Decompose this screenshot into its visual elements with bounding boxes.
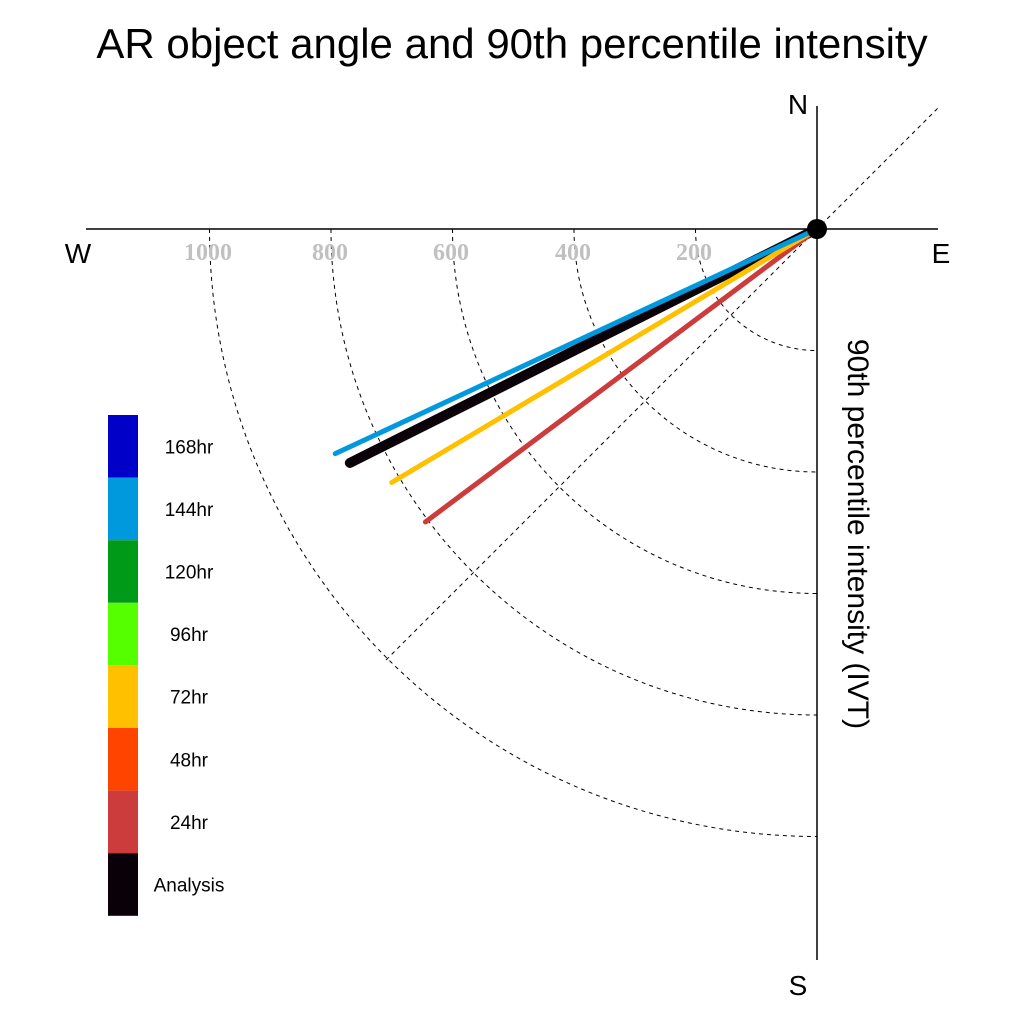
chart-title: AR object angle and 90th percentile inte… [96,20,927,67]
legend-swatch-96hr [108,602,138,666]
y-axis-label: 90th percentile intensity (IVT) [841,339,874,729]
legend-label-96hr: 96hr [170,625,209,646]
vector-24hr [422,226,820,525]
ring-label-600: 600 [433,240,469,266]
vector-144hr [332,226,820,457]
ring-labels: 1000 800 600 400 200 [184,240,712,266]
ring-label-400: 400 [555,240,591,266]
ring-label-800: 800 [312,240,348,266]
north-label: N [788,89,808,120]
south-label: S [789,970,808,1001]
legend-label-120hr: 120hr [165,563,214,584]
legend-swatch-72hr [108,665,138,728]
ring-label-200: 200 [676,240,712,266]
origin-marker [807,219,827,239]
ring-1000 [209,228,818,837]
east-label: E [932,238,951,269]
legend-label-48hr: 48hr [170,750,209,771]
legend-label-168hr: 168hr [165,437,214,458]
legend-swatch-24hr [108,790,138,854]
polar-grid [209,228,818,837]
legend-swatch-analysis [108,853,138,916]
legend-swatch-48hr [108,728,138,791]
legend-swatch-168hr [108,415,138,478]
legend-label-144hr: 144hr [165,500,214,521]
west-label: W [65,238,92,269]
ring-800 [330,228,818,716]
legend: 168hr 144hr 120hr 96hr 72hr 48hr 24hr Analysis [108,415,224,916]
intensity-vectors [332,224,822,525]
ring-200 [695,228,818,351]
legend-swatch-120hr [108,540,138,603]
legend-label-72hr: 72hr [170,688,209,709]
legend-label-analysis: Analysis [154,876,225,897]
legend-swatch-144hr [108,477,138,541]
legend-label-24hr: 24hr [170,813,209,834]
vector-72hr [389,226,820,486]
ring-label-1000: 1000 [184,240,232,266]
diagonal-guide [385,107,939,661]
